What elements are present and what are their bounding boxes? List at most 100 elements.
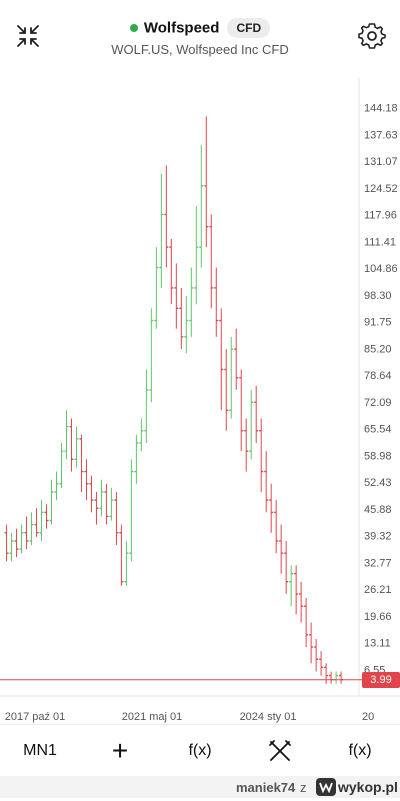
y-tick-label: 65.54 xyxy=(364,424,392,436)
candle xyxy=(14,528,19,558)
candle xyxy=(19,524,24,554)
add-button[interactable]: + xyxy=(111,735,129,766)
candle xyxy=(314,638,319,672)
candle xyxy=(109,487,114,521)
source-separator: z xyxy=(300,780,307,795)
x-tick-label: 2024 sty 01 xyxy=(240,711,297,723)
candle xyxy=(64,410,69,460)
candle xyxy=(179,287,184,350)
bottom-toolbar: MN1 + f(x) f(x) xyxy=(0,724,400,777)
y-tick-label: 52.43 xyxy=(364,477,392,489)
y-tick-label: 124.52 xyxy=(364,183,398,195)
y-tick-label: 85.20 xyxy=(364,343,392,355)
y-tick-label: 104.86 xyxy=(364,263,398,275)
candle xyxy=(329,671,334,684)
candle xyxy=(289,565,294,607)
drawing-tools-icon[interactable] xyxy=(250,725,310,777)
candle xyxy=(4,524,9,562)
candle xyxy=(139,418,144,452)
candle xyxy=(224,349,229,431)
candle xyxy=(194,206,199,305)
candle xyxy=(59,442,64,488)
candle xyxy=(294,565,299,615)
candle xyxy=(129,459,134,562)
candle xyxy=(209,214,214,309)
market-open-indicator xyxy=(129,24,138,32)
price-chart[interactable]: 144.18 137.63 131.07 124.52 117.96 111.41 104.… xyxy=(0,78,400,724)
candle xyxy=(9,532,14,562)
y-tick-label: 144.18 xyxy=(364,103,398,115)
y-tick-label: 91.75 xyxy=(364,317,392,329)
candle xyxy=(164,165,169,268)
candle xyxy=(34,508,39,537)
y-tick-label: 39.32 xyxy=(364,531,392,543)
candle xyxy=(304,598,309,648)
candle xyxy=(204,116,209,248)
y-tick-label: 137.63 xyxy=(364,129,398,141)
candle xyxy=(119,524,124,586)
candle xyxy=(319,651,324,676)
studies-button[interactable]: f(x) xyxy=(348,742,372,759)
timeframe-button[interactable]: MN1 xyxy=(23,742,57,759)
candle xyxy=(279,524,284,574)
y-tick-label: 117.96 xyxy=(364,210,397,222)
candle xyxy=(269,483,274,533)
y-tick-label: 19.66 xyxy=(364,611,392,623)
candle xyxy=(254,385,259,443)
candle xyxy=(44,504,49,529)
candle xyxy=(159,173,164,288)
chart-header: Wolfspeed CFD WOLF.US, Wolfspeed Inc CFD xyxy=(0,0,400,78)
indicators-button[interactable]: f(x) xyxy=(188,742,212,759)
y-tick-label: 98.30 xyxy=(364,290,392,302)
candle xyxy=(39,500,44,541)
candle xyxy=(234,328,239,390)
wykop-brand: wykop.pl xyxy=(338,779,398,795)
candle xyxy=(214,267,219,337)
wykop-logo: wykop.pl xyxy=(316,778,400,796)
symbol-name: Wolfspeed xyxy=(143,19,220,37)
candle xyxy=(189,267,194,337)
candle xyxy=(169,238,174,305)
candle xyxy=(174,263,179,329)
y-tick-label: 26.21 xyxy=(364,584,392,596)
candle xyxy=(104,483,109,525)
candle xyxy=(74,426,79,468)
candle xyxy=(229,336,234,419)
y-tick-label: 45.88 xyxy=(364,504,392,516)
watermark-bar: maniek74 z wykop.pl xyxy=(0,776,400,798)
y-tick-label: 131.07 xyxy=(364,156,398,168)
candle xyxy=(149,308,154,403)
candle xyxy=(199,145,204,268)
collapse-arrows-icon[interactable] xyxy=(14,22,42,50)
candle xyxy=(124,540,129,586)
candle xyxy=(24,516,29,550)
candle xyxy=(154,247,159,329)
symbol-title[interactable]: Wolfspeed CFD xyxy=(0,18,400,38)
candle xyxy=(284,540,289,594)
candle xyxy=(49,479,54,525)
candle xyxy=(339,671,344,684)
candle xyxy=(114,491,119,545)
x-tick-label: 20 xyxy=(362,711,374,723)
candlestick-chart[interactable]: 144.18 137.63 131.07 124.52 117.96 111.41 104.… xyxy=(0,78,400,724)
y-tick-label: 72.09 xyxy=(364,397,392,409)
instrument-type-badge: CFD xyxy=(227,18,271,38)
x-tick-label: 2017 paź 01 xyxy=(5,711,66,723)
author-username: maniek74 xyxy=(236,780,296,795)
candle xyxy=(219,308,224,411)
candle xyxy=(99,479,104,517)
candle xyxy=(84,459,89,501)
y-tick-label: 78.64 xyxy=(364,370,392,382)
wykop-logo-icon xyxy=(316,778,336,796)
candle xyxy=(69,418,74,472)
y-tick-label: 32.77 xyxy=(364,557,392,569)
candle xyxy=(184,296,189,354)
gear-icon[interactable] xyxy=(356,20,388,52)
candle xyxy=(144,369,149,443)
candle xyxy=(324,663,329,684)
y-tick-label: 58.98 xyxy=(364,450,392,462)
candle xyxy=(274,500,279,554)
candle xyxy=(134,434,139,484)
symbol-description: WOLF.US, Wolfspeed Inc CFD xyxy=(111,42,289,57)
candle xyxy=(299,581,304,623)
